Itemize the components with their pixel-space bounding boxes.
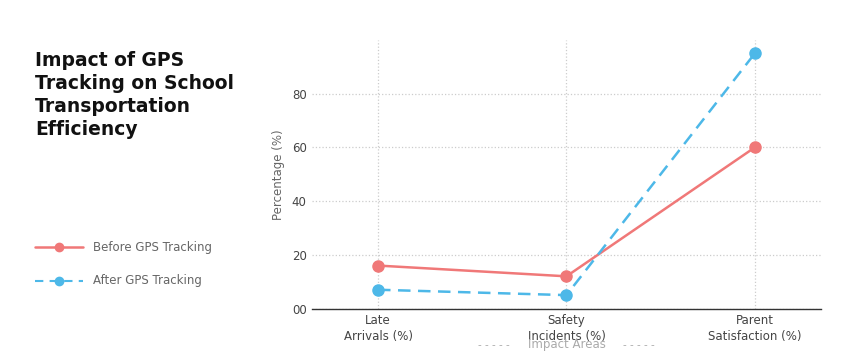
Y-axis label: Percentage (%): Percentage (%) [272,129,285,220]
Text: Impact of GPS
Tracking on School
Transportation
Efficiency: Impact of GPS Tracking on School Transpo… [35,52,234,139]
Text: Before GPS Tracking: Before GPS Tracking [93,241,212,254]
Text: - - - - -: - - - - - [623,340,655,350]
Text: - - - - -: - - - - - [478,340,510,350]
Text: After GPS Tracking: After GPS Tracking [93,274,203,287]
Text: Impact Areas: Impact Areas [528,338,605,351]
